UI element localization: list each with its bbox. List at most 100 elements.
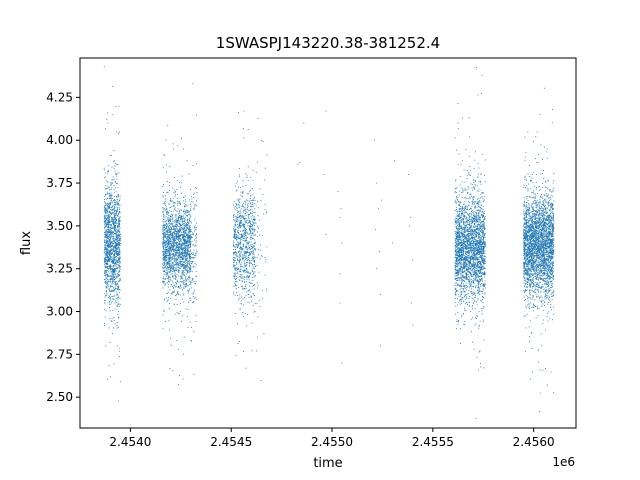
data-point [237, 218, 238, 220]
data-point [457, 278, 459, 279]
data-point [245, 269, 246, 271]
data-point [181, 220, 183, 222]
data-point [113, 319, 115, 321]
data-point [175, 237, 177, 239]
data-point [162, 227, 164, 229]
data-point [163, 262, 165, 264]
data-point [244, 288, 246, 290]
data-point [116, 283, 118, 285]
data-point [106, 243, 108, 244]
data-point [114, 249, 116, 251]
data-point [240, 251, 242, 253]
data-point [108, 254, 110, 255]
data-point [179, 229, 181, 231]
data-point [186, 209, 188, 211]
data-point [248, 229, 250, 231]
data-point [117, 230, 119, 232]
data-point [108, 229, 110, 231]
data-point [172, 246, 173, 248]
data-point [260, 200, 262, 202]
data-point [108, 253, 110, 255]
data-point [174, 258, 176, 260]
data-point [164, 251, 166, 253]
data-point [117, 303, 119, 305]
data-point [115, 173, 116, 175]
data-point [471, 257, 473, 259]
data-point [236, 285, 237, 287]
data-point [242, 246, 244, 248]
data-point [163, 208, 165, 210]
data-point [244, 210, 246, 212]
data-point [173, 177, 175, 178]
data-point [113, 270, 115, 271]
data-point [166, 252, 168, 254]
data-point [248, 276, 249, 278]
data-point [113, 258, 115, 260]
data-point [104, 316, 106, 318]
data-point [114, 199, 116, 201]
data-point [192, 165, 194, 166]
data-point [178, 236, 180, 237]
data-point [108, 246, 109, 248]
data-point [186, 278, 188, 280]
data-point [105, 128, 106, 130]
data-point [113, 220, 115, 222]
data-point [178, 216, 180, 218]
data-point [180, 243, 182, 245]
data-point [172, 197, 174, 199]
data-point [262, 298, 264, 300]
data-point [104, 194, 106, 196]
data-point [167, 262, 169, 263]
data-point [246, 220, 248, 222]
data-point [232, 293, 234, 295]
data-point [108, 227, 110, 229]
data-point [104, 279, 106, 281]
data-point [255, 205, 257, 207]
data-point [238, 210, 240, 212]
data-point [234, 237, 236, 239]
data-point [182, 266, 184, 268]
data-point [170, 207, 171, 208]
data-point [179, 216, 181, 218]
data-point [241, 236, 243, 237]
data-point [245, 252, 246, 254]
data-point [195, 237, 197, 239]
data-point [166, 237, 168, 239]
data-point [188, 249, 190, 251]
data-point [169, 230, 171, 232]
data-point [164, 270, 166, 272]
data-point [183, 243, 185, 245]
data-point [189, 236, 191, 238]
data-point [234, 206, 236, 208]
data-point [107, 207, 109, 209]
data-point [184, 240, 186, 242]
data-point [179, 201, 180, 203]
data-point [117, 314, 119, 316]
data-point [477, 245, 479, 247]
data-point [115, 250, 117, 252]
data-point [248, 290, 250, 291]
data-point [113, 248, 115, 249]
data-point [245, 252, 247, 254]
data-point [168, 237, 170, 238]
data-point [477, 224, 479, 226]
data-point [176, 219, 178, 221]
data-point [185, 212, 187, 214]
data-point [119, 380, 121, 382]
data-point [178, 217, 179, 218]
data-point [105, 290, 107, 292]
data-point [118, 295, 120, 297]
data-point [480, 286, 482, 287]
data-point [168, 307, 170, 309]
data-point [113, 178, 115, 180]
data-point [112, 291, 114, 293]
data-point [189, 249, 191, 251]
data-point [242, 229, 244, 231]
data-point [177, 219, 179, 221]
data-point [171, 224, 173, 226]
data-point [115, 258, 117, 260]
data-point [117, 252, 119, 254]
data-point [118, 239, 120, 241]
data-point [243, 276, 245, 278]
data-point [168, 263, 170, 265]
